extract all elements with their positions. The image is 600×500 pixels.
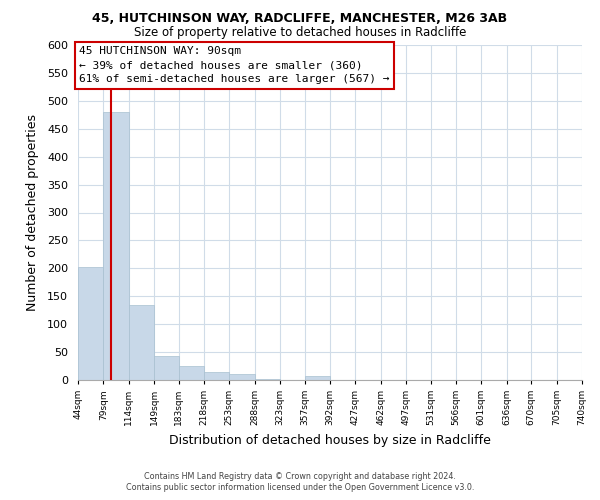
Bar [154,356,179,380]
Bar [229,374,254,380]
Bar [78,267,103,380]
Text: 45 HUTCHINSON WAY: 90sqm
← 39% of detached houses are smaller (360)
61% of semi-: 45 HUTCHINSON WAY: 90sqm ← 39% of detach… [79,46,390,84]
Bar [204,372,229,380]
Bar [254,379,280,380]
Bar [128,304,154,380]
Y-axis label: Number of detached properties: Number of detached properties [26,114,39,311]
Text: Size of property relative to detached houses in Radcliffe: Size of property relative to detached ho… [134,26,466,39]
Bar [305,376,330,380]
Bar [103,112,128,380]
Text: 45, HUTCHINSON WAY, RADCLIFFE, MANCHESTER, M26 3AB: 45, HUTCHINSON WAY, RADCLIFFE, MANCHESTE… [92,12,508,26]
Bar [179,366,204,380]
Text: Contains HM Land Registry data © Crown copyright and database right 2024.
Contai: Contains HM Land Registry data © Crown c… [126,472,474,492]
X-axis label: Distribution of detached houses by size in Radcliffe: Distribution of detached houses by size … [169,434,491,446]
